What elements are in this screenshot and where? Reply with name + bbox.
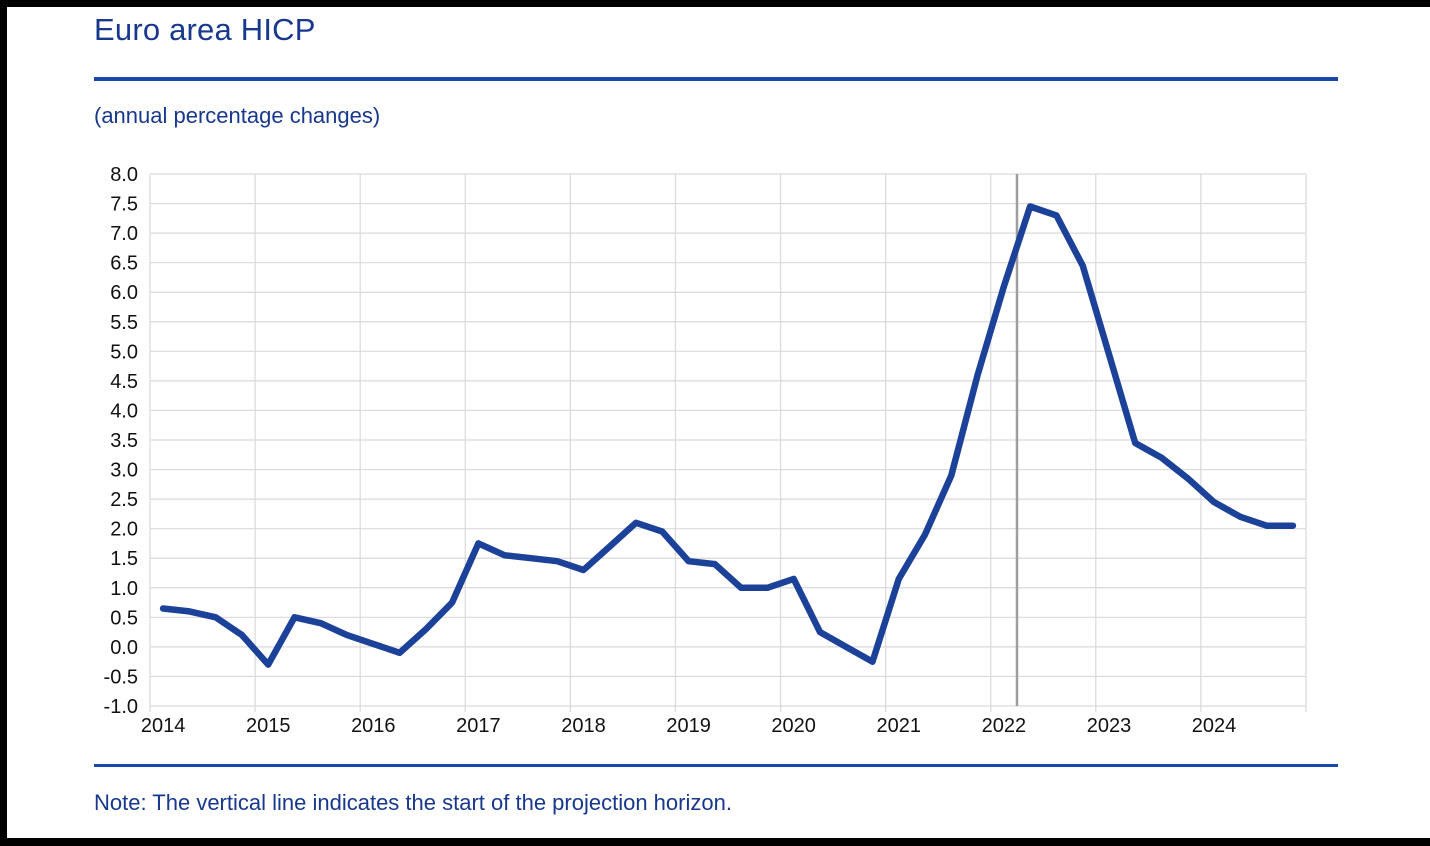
y-axis-tick-label: -1.0 — [104, 696, 138, 718]
y-axis-tick-label: 3.0 — [110, 460, 138, 482]
y-axis-tick-label: 0.0 — [110, 637, 138, 659]
y-axis-tick-label: 7.0 — [110, 223, 138, 245]
y-axis-tick-label: 5.5 — [110, 312, 138, 334]
y-axis-tick-label: 2.0 — [110, 519, 138, 541]
x-axis-tick-label: 2023 — [1087, 715, 1132, 737]
y-axis-tick-label: 6.0 — [110, 282, 138, 304]
y-axis-tick-label: 5.0 — [110, 341, 138, 363]
y-axis-tick-label: 0.5 — [110, 607, 138, 629]
x-axis-tick-label: 2018 — [561, 715, 606, 737]
y-axis-tick-label: 3.5 — [110, 430, 138, 452]
x-axis-tick-label: 2016 — [351, 715, 396, 737]
frame-border-bottom — [0, 838, 1430, 846]
y-axis-tick-label: 1.5 — [110, 548, 138, 570]
x-axis-tick-label: 2020 — [771, 715, 816, 737]
page-title: Euro area HICP — [94, 12, 316, 47]
note-divider — [94, 764, 1338, 767]
x-axis-tick-label: 2015 — [246, 715, 291, 737]
y-axis-tick-label: 4.0 — [110, 400, 138, 422]
x-axis-tick-label: 2022 — [982, 715, 1027, 737]
x-axis-tick-label: 2021 — [877, 715, 922, 737]
title-divider — [94, 77, 1338, 81]
x-axis-tick-label: 2019 — [666, 715, 711, 737]
y-axis-tick-label: 6.5 — [110, 253, 138, 275]
frame-border-top — [0, 0, 1430, 7]
y-axis-tick-label: 2.5 — [110, 489, 138, 511]
y-axis-tick-label: -0.5 — [104, 666, 138, 688]
y-axis-tick-label: 1.0 — [110, 578, 138, 600]
frame-border-left — [0, 0, 7, 846]
y-axis-tick-label: 4.5 — [110, 371, 138, 393]
y-axis-tick-label: 7.5 — [110, 194, 138, 216]
y-axis-tick-label: 8.0 — [110, 164, 138, 186]
x-axis-tick-label: 2014 — [141, 715, 186, 737]
chart-note: Note: The vertical line indicates the st… — [94, 790, 732, 815]
x-axis-tick-label: 2024 — [1192, 715, 1237, 737]
x-axis-tick-label: 2017 — [456, 715, 501, 737]
chart-subtitle: (annual percentage changes) — [94, 103, 381, 128]
hicp-line-chart: -1.0 -0.5 0.0 0.5 1.0 1.5 2.0 2.5 3.0 3.5 4.0 4.5 5.… — [104, 164, 1307, 737]
hicp-data-line — [159, 203, 1297, 668]
